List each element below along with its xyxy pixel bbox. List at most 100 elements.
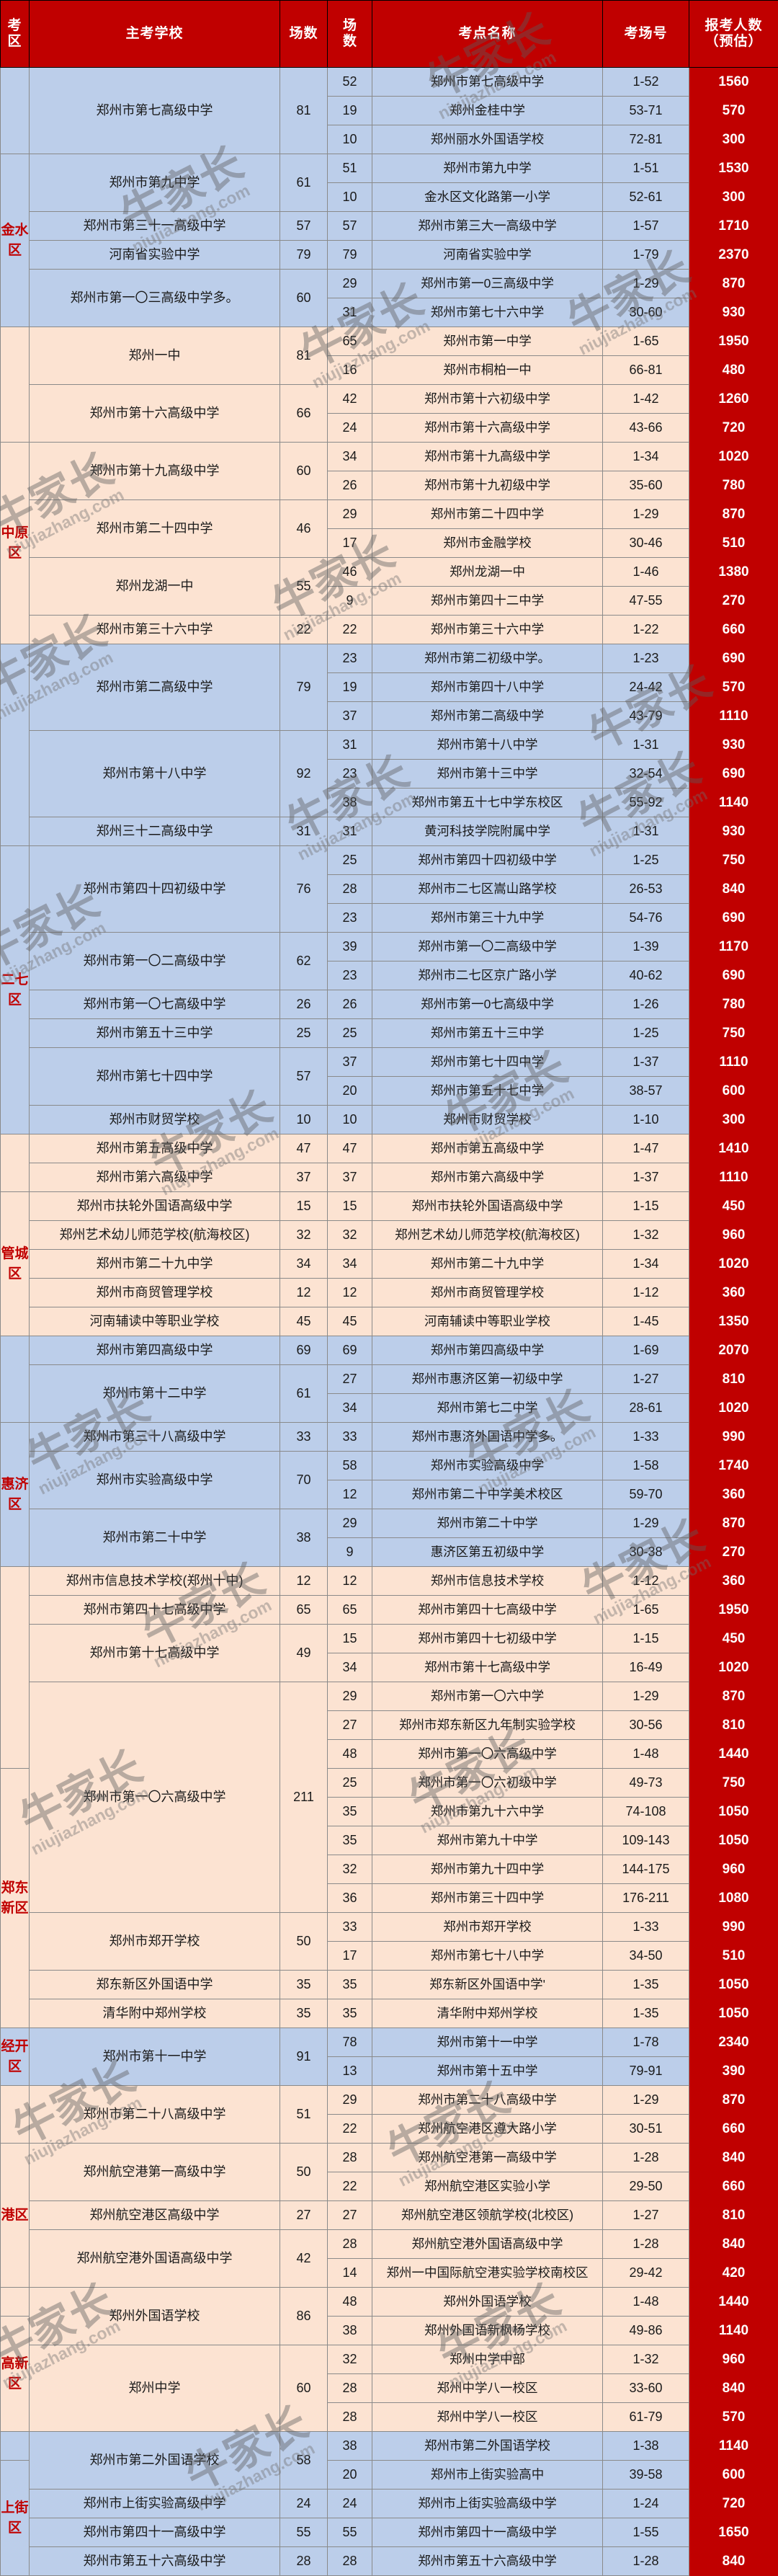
area-spacer-cell: [1, 1336, 30, 1423]
session-sub-cell: 23: [328, 644, 372, 673]
session-total-cell: 57: [280, 212, 328, 241]
session-sub-cell: 65: [328, 327, 372, 356]
session-sub-cell: 32: [328, 2345, 372, 2374]
site-name-cell: 郑州市惠济外国语中学多。: [372, 1423, 603, 1452]
applicant-count-cell: 930: [689, 817, 778, 846]
site-name-cell: 郑州市上街实验高级中学: [372, 2490, 603, 2518]
applicant-count-cell: 2370: [689, 241, 778, 270]
col-header-area: 考区: [1, 1, 30, 68]
applicant-count-cell: 870: [689, 1509, 778, 1538]
main-school-cell: 郑州市扶轮外国语高级中学: [30, 1192, 280, 1221]
session-sub-cell: 10: [328, 183, 372, 212]
applicant-count-cell: 1950: [689, 327, 778, 356]
applicant-count-cell: 2340: [689, 2028, 778, 2057]
main-school-cell: 郑州艺术幼儿师范学校(航海校区): [30, 1221, 280, 1250]
area-name-cell-中原区: 中原区: [1, 443, 30, 644]
site-name-cell: 郑州市第九十中学: [372, 1826, 603, 1855]
main-school-cell: 郑州市商贸管理学校: [30, 1279, 280, 1307]
session-total-cell: 46: [280, 500, 328, 558]
applicant-count-cell: 570: [689, 673, 778, 702]
session-sub-cell: 20: [328, 2461, 372, 2490]
session-sub-cell: 35: [328, 1999, 372, 2028]
applicant-count-cell: 840: [689, 2547, 778, 2576]
site-name-cell: 郑州航空港区实验小学: [372, 2172, 603, 2201]
room-number-cell: 1-27: [603, 1365, 689, 1394]
site-name-cell: 郑州市第七二中学: [372, 1394, 603, 1423]
session-sub-cell: 58: [328, 1452, 372, 1480]
session-total-cell: 12: [280, 1567, 328, 1596]
main-school-cell: 郑州市第二十四中学: [30, 500, 280, 558]
session-sub-cell: 37: [328, 1163, 372, 1192]
session-sub-cell: 39: [328, 933, 372, 961]
site-name-cell: 郑州艺术幼儿师范学校(航海校区): [372, 1221, 603, 1250]
room-number-cell: 49-73: [603, 1769, 689, 1798]
session-total-cell: 32: [280, 1221, 328, 1250]
applicant-count-cell: 450: [689, 1625, 778, 1653]
main-school-cell: 郑州市财贸学校: [30, 1106, 280, 1134]
room-number-cell: 47-55: [603, 587, 689, 616]
site-name-cell: 惠济区第五初级中学: [372, 1538, 603, 1567]
area-spacer-cell: [1, 1134, 30, 1192]
room-number-cell: 1-29: [603, 1682, 689, 1711]
room-number-cell: 59-70: [603, 1480, 689, 1509]
applicant-count-cell: 1050: [689, 1826, 778, 1855]
site-name-cell: 郑州市财贸学校: [372, 1106, 603, 1134]
room-number-cell: 1-31: [603, 731, 689, 760]
room-number-cell: 1-65: [603, 1596, 689, 1625]
room-number-cell: 39-58: [603, 2461, 689, 2490]
main-school-cell: 郑州市第四高级中学: [30, 1336, 280, 1365]
applicant-count-cell: 1410: [689, 1134, 778, 1163]
room-number-cell: 1-42: [603, 385, 689, 414]
applicant-count-cell: 300: [689, 125, 778, 154]
session-sub-cell: 23: [328, 760, 372, 789]
applicant-count-cell: 1380: [689, 558, 778, 587]
session-sub-cell: 22: [328, 2115, 372, 2144]
session-sub-cell: 29: [328, 1509, 372, 1538]
session-total-cell: 61: [280, 154, 328, 212]
applicant-count-cell: 750: [689, 846, 778, 875]
applicant-count-cell: 660: [689, 616, 778, 644]
site-name-cell: 郑州市第五十七中学: [372, 1077, 603, 1106]
room-number-cell: 1-55: [603, 2518, 689, 2547]
session-sub-cell: 17: [328, 1942, 372, 1971]
session-sub-cell: 48: [328, 2288, 372, 2317]
session-total-cell: 31: [280, 817, 328, 846]
site-name-cell: 郑州航空港区遵大路小学: [372, 2115, 603, 2144]
applicant-count-cell: 1050: [689, 1999, 778, 2028]
applicant-count-cell: 300: [689, 1106, 778, 1134]
session-sub-cell: 32: [328, 1855, 372, 1884]
room-number-cell: 109-143: [603, 1826, 689, 1855]
session-total-cell: 50: [280, 2144, 328, 2201]
room-number-cell: 38-57: [603, 1077, 689, 1106]
applicant-count-cell: 390: [689, 2057, 778, 2086]
main-school-cell: 郑州市第二十中学: [30, 1509, 280, 1567]
session-sub-cell: 78: [328, 2028, 372, 2057]
col-header-applicant-count: 报考人数 （预估）: [689, 1, 778, 68]
site-name-cell: 郑州市第一〇六初级中学: [372, 1769, 603, 1798]
room-number-cell: 1-23: [603, 644, 689, 673]
room-number-cell: 1-29: [603, 500, 689, 529]
room-number-cell: 32-54: [603, 760, 689, 789]
main-school-cell: 郑州航空港第一高级中学: [30, 2144, 280, 2201]
room-number-cell: 54-76: [603, 904, 689, 933]
session-total-cell: 58: [280, 2432, 328, 2490]
session-sub-cell: 12: [328, 1279, 372, 1307]
session-sub-cell: 28: [328, 875, 372, 904]
session-sub-cell: 28: [328, 2403, 372, 2432]
main-school-cell: 郑州市第五高级中学: [30, 1134, 280, 1163]
main-school-cell: 郑州市第一〇七高级中学: [30, 990, 280, 1019]
session-sub-cell: 14: [328, 2259, 372, 2288]
applicant-count-cell: 1950: [689, 1596, 778, 1625]
area-name-cell-上街区: 上街区: [1, 2461, 30, 2576]
main-school-cell: 郑州市第五十六高级中学: [30, 2547, 280, 2576]
applicant-count-cell: 750: [689, 1769, 778, 1798]
site-name-cell: 郑州金桂中学: [372, 97, 603, 125]
